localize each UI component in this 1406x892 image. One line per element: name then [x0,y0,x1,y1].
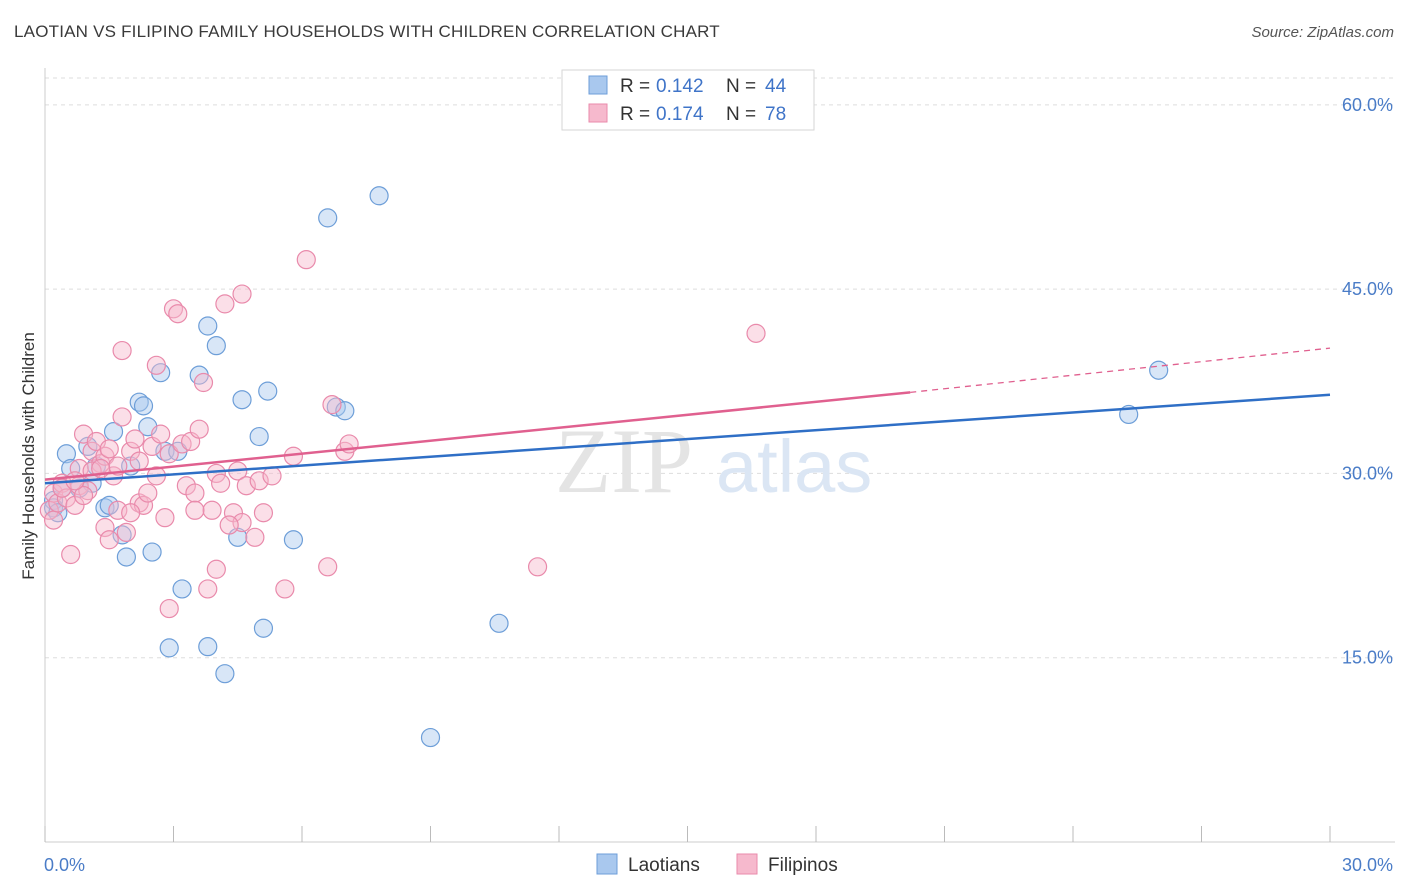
bottom-legend-swatch-laotian [596,853,618,875]
filipino-point [215,294,235,314]
bottom-legend-filipinos: Filipinos [768,855,838,876]
filipino-point [262,466,282,486]
filipino-point [253,503,274,523]
filipino-point [99,439,119,459]
grid-lines [45,77,1395,659]
laotian-point [116,547,136,567]
filipino-point [185,500,205,520]
laotian-point [258,381,278,401]
laotian-point [198,316,218,336]
y-tick-label: 60.0% [1342,95,1393,115]
filipino-point [206,463,226,484]
filipino-point [121,503,141,523]
bottom-legend-laotians: Laotians [628,855,700,876]
filipino-point [95,517,115,538]
x-tick-label: 30.0% [1342,855,1393,875]
laotian-point [159,638,179,658]
filipino-point [116,522,136,543]
y-axis-label: Family Households with Children [19,332,38,580]
filipino-point [202,500,222,520]
filipino-point [125,429,145,449]
filipino-point [138,483,158,503]
y-tick-label: 15.0% [1342,648,1393,668]
filipino-point [245,527,265,547]
laotian-point [1149,360,1169,380]
watermark-atlas: atlas [716,425,872,508]
bottom-legend-swatch-filipino [736,853,758,875]
laotian-point [489,613,509,633]
filipino-point [73,485,94,506]
source-label: Source: ZipAtlas.com [1251,24,1394,41]
filipino-point [318,557,338,577]
filipino-trend-extension [910,347,1331,393]
y-tick-labels: 15.0% 30.0% 45.0% 60.0% [1342,95,1393,668]
trend-lines [44,347,1331,485]
filipino-point [322,395,342,415]
filipino-point [211,473,231,493]
legend-n-label-2: N = [726,104,756,125]
filipino-point [189,419,209,439]
legend-r-label-1: R = [620,76,650,97]
legend-swatch-laotian [588,75,608,95]
filipino-point [746,323,766,343]
laotian-point [283,530,304,550]
legend-n-value-2: 78 [765,104,786,125]
filipino-point [146,355,166,375]
laotian-trend-line [44,393,1331,485]
legend-r-label-2: R = [620,104,650,125]
filipino-points [39,250,766,619]
filipino-point [168,304,188,324]
filipino-point [206,559,226,579]
laotian-point [369,186,389,206]
filipino-point [61,544,81,565]
filipino-point [185,483,205,503]
axes [44,68,1395,843]
laotian-point [253,618,274,638]
filipino-point [275,579,295,599]
x-tick-labels: 0.0% 30.0% [44,855,1393,875]
filipino-point [43,510,64,530]
filipino-point [151,424,171,444]
legend-n-value-1: 44 [765,76,787,97]
legend-r-value-2: 0.174 [656,104,704,125]
laotian-point [232,390,252,410]
filipino-point [296,250,316,270]
filipino-point [112,340,132,361]
laotian-point [142,542,162,562]
filipino-trend-line [44,391,911,481]
filipino-point [193,372,214,393]
filipino-point [249,471,269,491]
filipino-point [236,476,256,496]
filipino-point [198,579,218,599]
stats-legend: R = 0.142 N = 44 R = 0.174 N = 78 [561,69,815,131]
filipino-point [232,284,252,304]
chart-title: LAOTIAN VS FILIPINO FAMILY HOUSEHOLDS WI… [14,22,720,41]
x-tick-label: 0.0% [44,855,85,875]
filipino-point [112,407,132,427]
laotian-point [420,727,441,748]
y-tick-label: 30.0% [1342,463,1393,483]
laotian-point [172,579,192,599]
filipino-point [159,444,179,464]
legend-r-value-1: 0.142 [656,76,704,97]
laotian-point [249,426,269,447]
filipino-point [129,451,149,471]
laotian-point [56,444,77,464]
filipino-point [155,508,175,528]
laotian-point [198,637,218,657]
y-tick-label: 45.0% [1342,279,1393,299]
filipino-point [159,598,179,619]
laotian-point [206,336,226,356]
legend-n-label-1: N = [726,76,756,97]
laotian-point [133,396,154,416]
series-legend: Laotians Filipinos [596,853,838,876]
laotian-point [318,208,338,228]
filipino-point [99,530,119,550]
legend-swatch-filipino [588,103,608,123]
filipino-point [219,515,239,535]
filipino-point [527,557,548,577]
laotian-point [215,664,235,684]
